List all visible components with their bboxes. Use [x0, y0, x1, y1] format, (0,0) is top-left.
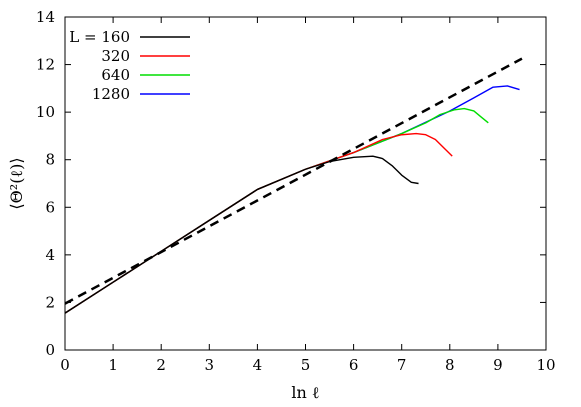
series-line-dashed: [64, 57, 523, 305]
series-line-640: [64, 107, 489, 314]
x-tick-label: 3: [205, 356, 215, 374]
series-line-1280: [64, 85, 520, 314]
y-tick-label: 12: [36, 56, 55, 74]
y-tick-label: 2: [45, 293, 55, 311]
legend-label: 320: [101, 47, 130, 65]
x-tick-label: 0: [60, 356, 70, 374]
x-tick-label: 8: [445, 356, 455, 374]
x-tick-label: 5: [301, 356, 311, 374]
x-tick-label: 6: [349, 356, 359, 374]
series-line-160: [64, 155, 419, 314]
x-tick-label: 9: [493, 356, 503, 374]
y-tick-label: 0: [45, 341, 55, 359]
series-line-320: [64, 132, 453, 314]
y-tick-label: 6: [45, 198, 55, 216]
x-tick-label: 2: [156, 356, 166, 374]
x-axis-label: ln ℓ: [291, 383, 320, 402]
plot-lines: [64, 57, 523, 314]
x-tick-label: 1: [108, 356, 118, 374]
axis-ticks: [64, 16, 547, 351]
x-tick-label: 7: [397, 356, 407, 374]
legend-label: L = 160: [69, 28, 130, 46]
y-tick-label: 14: [36, 8, 55, 26]
legend-label: 640: [101, 66, 130, 84]
y-tick-label: 8: [45, 151, 55, 169]
plot-frame: [64, 16, 547, 351]
x-tick-label: 10: [536, 356, 555, 374]
y-tick-label: 10: [36, 103, 55, 121]
y-axis-label: ⟨Θ²(ℓ)⟩: [7, 157, 26, 209]
x-tick-label: 4: [253, 356, 263, 374]
legend-label: 1280: [92, 85, 130, 103]
y-tick-label: 4: [45, 246, 55, 264]
